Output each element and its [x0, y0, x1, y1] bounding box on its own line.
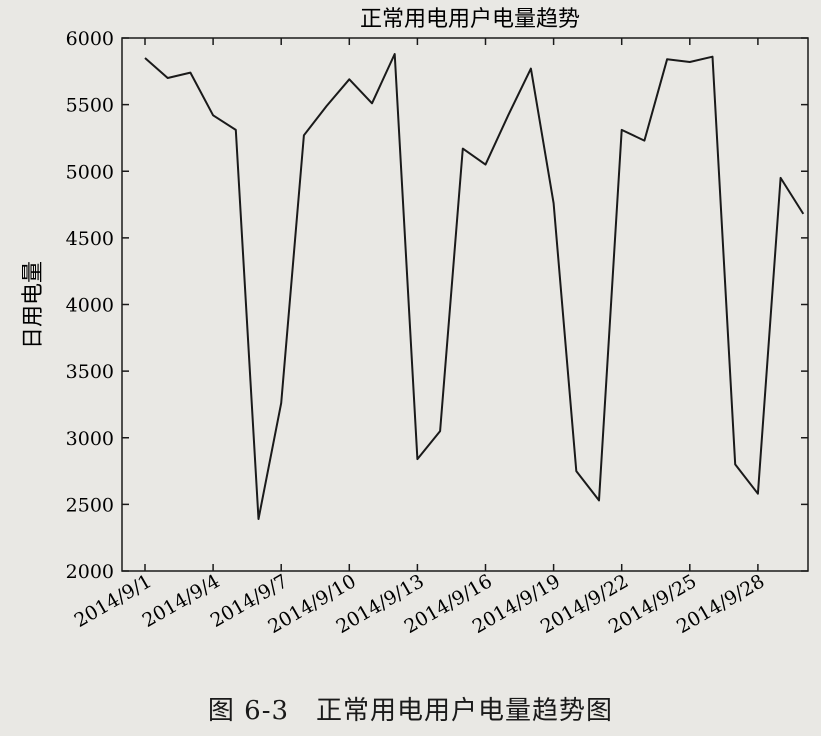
data-point [575, 470, 577, 472]
data-point [507, 114, 509, 116]
y-tick-label: 6000 [66, 28, 114, 50]
plot-area-frame [121, 37, 809, 572]
data-point [371, 102, 373, 104]
y-tick-label: 5500 [66, 95, 114, 117]
data-point [553, 202, 555, 204]
y-tick-label: 4500 [66, 228, 114, 250]
data-point [167, 77, 169, 79]
y-tick-label: 5000 [66, 161, 114, 183]
data-point [258, 518, 260, 520]
line-chart: 正常用电用户电量趋势 日用电量 2000 2500 3000 3500 4000 4500… [21, 7, 809, 638]
series-line [144, 53, 805, 520]
data-point [712, 56, 714, 58]
y-tick-label: 2000 [66, 561, 114, 583]
data-point [802, 213, 804, 215]
y-axis: 2000 2500 3000 3500 4000 4500 5000 5500 6000 [66, 28, 808, 583]
data-point [485, 164, 487, 166]
data-point [280, 402, 282, 404]
data-point [235, 129, 237, 131]
data-point [416, 458, 418, 460]
series-points [144, 53, 804, 520]
data-point [144, 57, 146, 59]
data-point [734, 463, 736, 465]
data-point [643, 140, 645, 142]
data-point [212, 114, 214, 116]
data-point [394, 53, 396, 55]
y-tick-label: 4000 [66, 295, 114, 317]
x-axis: 2014/9/12014/9/42014/9/72014/9/102014/9/… [71, 38, 768, 638]
data-point [189, 72, 191, 74]
data-point [303, 134, 305, 136]
y-tick-label: 2500 [66, 494, 114, 516]
y-tick-label: 3500 [66, 361, 114, 383]
data-point [439, 430, 441, 432]
data-point [326, 105, 328, 107]
y-tick-label: 3000 [66, 428, 114, 450]
data-point [598, 499, 600, 501]
data-point [530, 68, 532, 70]
data-point [757, 493, 759, 495]
data-point [666, 58, 668, 60]
chart-title: 正常用电用户电量趋势 [360, 7, 580, 32]
y-axis-label: 日用电量 [21, 261, 46, 349]
data-point [462, 148, 464, 150]
data-point [689, 61, 691, 63]
x-tick-label: 2014/9/4 [139, 570, 224, 632]
figure-caption: 图 6-3 正常用电用户电量趋势图 [207, 696, 614, 726]
data-point [348, 78, 350, 80]
data-point [780, 177, 782, 179]
data-point [621, 129, 623, 131]
